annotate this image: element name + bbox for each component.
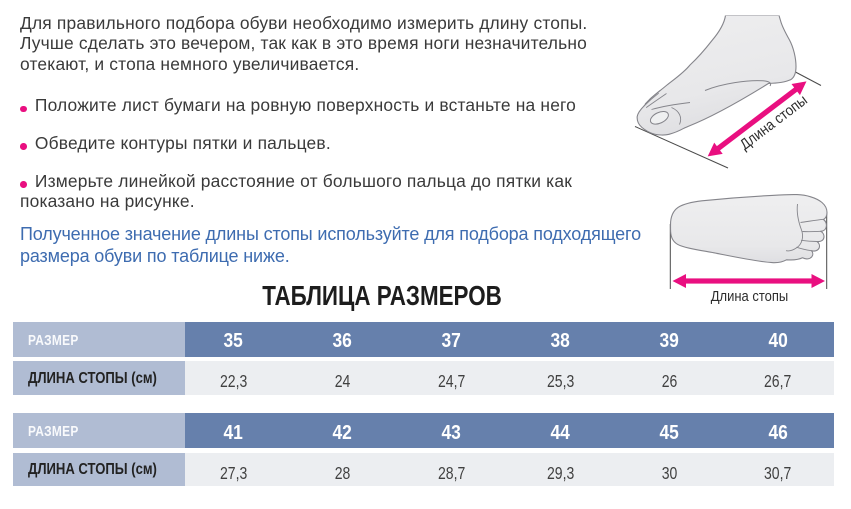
svg-text:Длина стопы: Длина стопы — [737, 92, 811, 154]
svg-text:Длина стопы: Длина стопы — [711, 288, 789, 305]
